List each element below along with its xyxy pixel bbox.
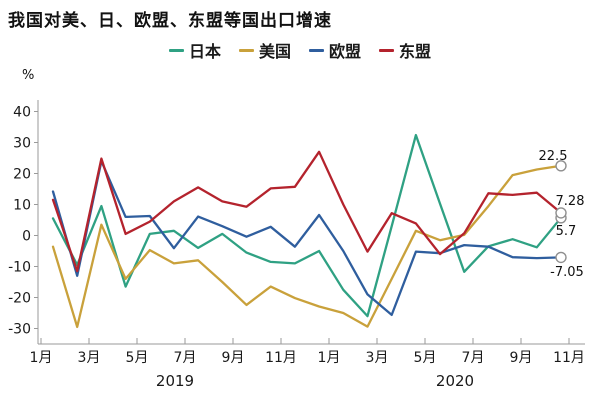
x-tick-label: 11月: [553, 350, 585, 366]
series-line-asean: [51, 150, 563, 273]
x-tick-label: 9月: [510, 350, 533, 366]
legend-label-eu: 欧盟: [329, 42, 362, 61]
endpoint-marker-asean: [555, 207, 567, 219]
endpoint-marker-eu: [555, 251, 567, 264]
y-tick-label: -10: [8, 260, 31, 276]
x-tick-label: 1月: [30, 350, 53, 366]
y-tick-label: 0: [22, 229, 31, 245]
legend-label-japan: 日本: [188, 42, 221, 61]
legend-item-eu: 欧盟: [309, 38, 361, 62]
end-value-label-japan: 5.7: [556, 224, 577, 239]
y-tick-label: -30: [8, 322, 31, 338]
endpoint-marker-us: [555, 160, 567, 172]
legend-item-asean: 东盟: [379, 38, 431, 62]
year-label-2019: 2019: [156, 372, 194, 390]
x-tick-label: 7月: [174, 350, 197, 366]
x-tick-label: 5月: [126, 350, 149, 366]
legend-swatch-japan: [168, 48, 184, 52]
y-tick-label: -20: [8, 291, 31, 307]
y-tick-label: 10: [13, 198, 31, 214]
y-tick-label: 40: [13, 105, 31, 121]
legend-swatch-asean: [379, 48, 395, 52]
chart-legend: 日本 美国 欧盟 东盟: [0, 38, 600, 62]
end-value-label-asean: 7.28: [556, 194, 585, 209]
legend-label-us: 美国: [258, 42, 291, 61]
chart-title: 我国对美、日、欧盟、东盟等国出口增速: [8, 11, 332, 31]
end-value-label-us: 22.5: [539, 149, 568, 164]
series-line-japan: [51, 133, 563, 318]
y-tick-label: 20: [13, 167, 31, 183]
x-tick-label: 3月: [78, 350, 101, 366]
legend-swatch-eu: [309, 48, 324, 52]
y-axis-unit-label: %: [22, 68, 35, 83]
x-tick-label: 9月: [222, 350, 245, 366]
series-line-us: [51, 164, 563, 329]
year-label-2020: 2020: [436, 372, 474, 390]
x-tick-label: 7月: [462, 350, 485, 366]
series-line-eu: [51, 159, 563, 317]
x-tick-label: 3月: [366, 350, 389, 366]
y-tick-label: 30: [13, 136, 31, 152]
legend-label-asean: 东盟: [399, 42, 432, 61]
x-tick-label: 5月: [414, 350, 437, 366]
x-tick-label: 1月: [318, 350, 341, 366]
end-value-label-eu: -7.05: [550, 265, 584, 280]
x-tick-label: 11月: [265, 350, 297, 366]
legend-item-us: 美国: [238, 38, 291, 62]
legend-swatch-us: [238, 48, 254, 52]
legend-item-japan: 日本: [168, 38, 221, 62]
